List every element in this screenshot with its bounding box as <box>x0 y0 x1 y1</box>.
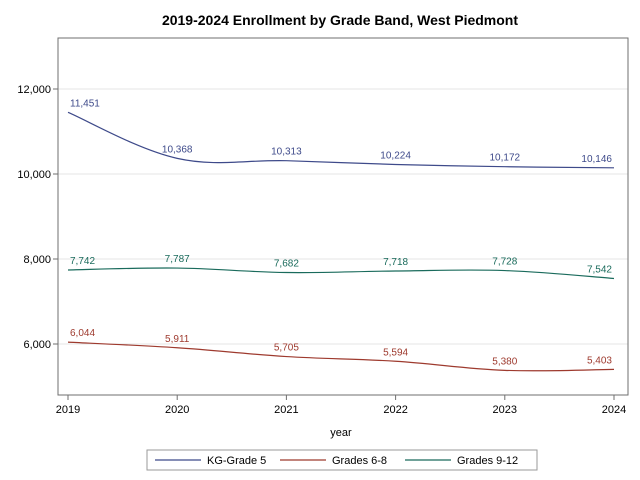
y-tick-label: 6,000 <box>23 339 51 351</box>
series-lines <box>67 111 615 372</box>
data-label: 7,682 <box>274 259 299 270</box>
y-tick-label: 8,000 <box>23 254 51 266</box>
data-label: 5,403 <box>587 355 612 366</box>
plot-frame <box>57 37 629 396</box>
chart-title: 2019-2024 Enrollment by Grade Band, West… <box>162 12 518 28</box>
data-label: 7,742 <box>70 256 95 267</box>
data-label: 10,172 <box>490 153 521 164</box>
legend-frame <box>146 449 538 471</box>
data-label: 5,911 <box>165 334 190 345</box>
series-line-0 <box>67 111 615 169</box>
data-label: 7,728 <box>492 257 517 268</box>
x-tick-label: 2021 <box>274 404 298 416</box>
legend-items: KG-Grade 5 Grades 6-8 Grades 9-12 <box>155 455 518 467</box>
legend-label: Grades 9-12 <box>457 455 518 467</box>
data-label: 7,787 <box>165 254 190 265</box>
axes: 6,000 8,000 10,000 12,000 2019 2020 2021 2022 20… <box>17 84 626 416</box>
x-tick-label: 2024 <box>602 404 626 416</box>
y-tick-label: 12,000 <box>17 84 51 96</box>
x-axis-label: year <box>330 427 352 439</box>
data-label: 10,368 <box>162 144 193 155</box>
data-label: 5,705 <box>274 343 299 354</box>
data-label: 6,044 <box>70 328 95 339</box>
x-tick-label: 2022 <box>383 404 407 416</box>
gridlines <box>58 88 628 345</box>
data-label: 5,380 <box>492 356 517 367</box>
data-label: 11,451 <box>70 98 100 109</box>
legend-label: Grades 6-8 <box>332 455 387 467</box>
data-label: 10,146 <box>581 154 612 165</box>
data-labels: 11,451 10,368 10,313 10,224 10,172 10,146 6,04… <box>70 98 612 367</box>
x-tick-label: 2023 <box>493 404 517 416</box>
data-label: 5,594 <box>383 347 408 358</box>
legend-label: KG-Grade 5 <box>207 455 266 467</box>
data-label: 10,224 <box>380 150 411 161</box>
series-line-2 <box>67 267 615 280</box>
data-label: 10,313 <box>271 147 302 158</box>
series-line-1 <box>67 341 615 372</box>
legend: KG-Grade 5 Grades 6-8 Grades 9-12 <box>146 449 538 471</box>
x-tick-label: 2020 <box>165 404 189 416</box>
data-label: 7,542 <box>587 264 612 275</box>
x-tick-label: 2019 <box>56 404 80 416</box>
data-label: 7,718 <box>383 257 408 268</box>
y-tick-label: 10,000 <box>17 169 51 181</box>
